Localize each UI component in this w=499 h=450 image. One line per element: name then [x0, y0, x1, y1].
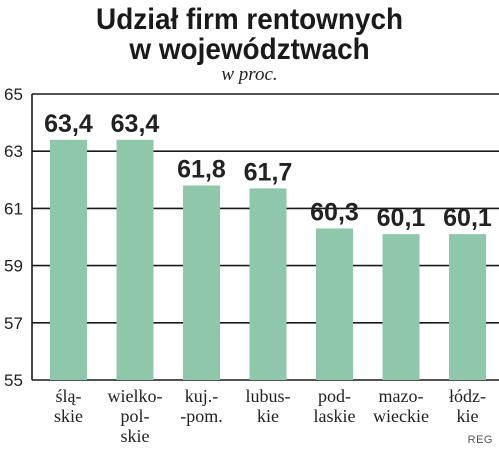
category-label: kie — [457, 406, 479, 426]
y-tick-label: 59 — [4, 257, 23, 276]
category-label: -pom. — [180, 406, 223, 426]
y-tick-label: 65 — [4, 85, 23, 104]
chart-title-line-1: Udział firm rentownych — [96, 3, 403, 36]
category-label: lubus- — [246, 386, 291, 406]
category-label: ślą- — [56, 386, 82, 406]
chart-subtitle: w proc. — [221, 64, 278, 85]
bar — [116, 139, 154, 380]
bar-value-label: 61,8 — [177, 156, 226, 184]
bar — [50, 139, 87, 380]
y-tick-label: 63 — [4, 142, 23, 161]
bar — [382, 234, 420, 380]
bar — [316, 228, 353, 380]
category-label: pod- — [318, 386, 351, 406]
source-credit: REG — [467, 434, 493, 446]
bar-value-label: 63,4 — [44, 110, 93, 138]
category-label: skie — [121, 426, 150, 446]
category-label: łódz- — [449, 386, 486, 406]
bar — [183, 185, 220, 380]
y-tick-label: 61 — [4, 199, 23, 218]
category-label: mazo- — [379, 386, 424, 406]
category-label: laskie — [314, 406, 356, 426]
bar — [249, 188, 287, 380]
bar — [449, 234, 486, 380]
category-label: kie — [257, 406, 279, 426]
bar-value-label: 61,7 — [244, 158, 293, 186]
category-label: wieckie — [373, 406, 429, 426]
bar-value-label: 60,1 — [377, 204, 426, 232]
category-label: kuj.- — [185, 386, 219, 406]
bar-value-label: 60,3 — [310, 198, 359, 226]
chart-title-line-2: w województwach — [129, 33, 370, 66]
category-label: wielko- — [108, 386, 163, 406]
category-label: skie — [54, 406, 83, 426]
bar-value-label: 60,1 — [443, 204, 492, 232]
category-label: pol- — [121, 406, 150, 426]
y-tick-label: 55 — [4, 371, 23, 390]
bar-value-label: 63,4 — [111, 110, 160, 138]
y-tick-label: 57 — [4, 314, 23, 333]
